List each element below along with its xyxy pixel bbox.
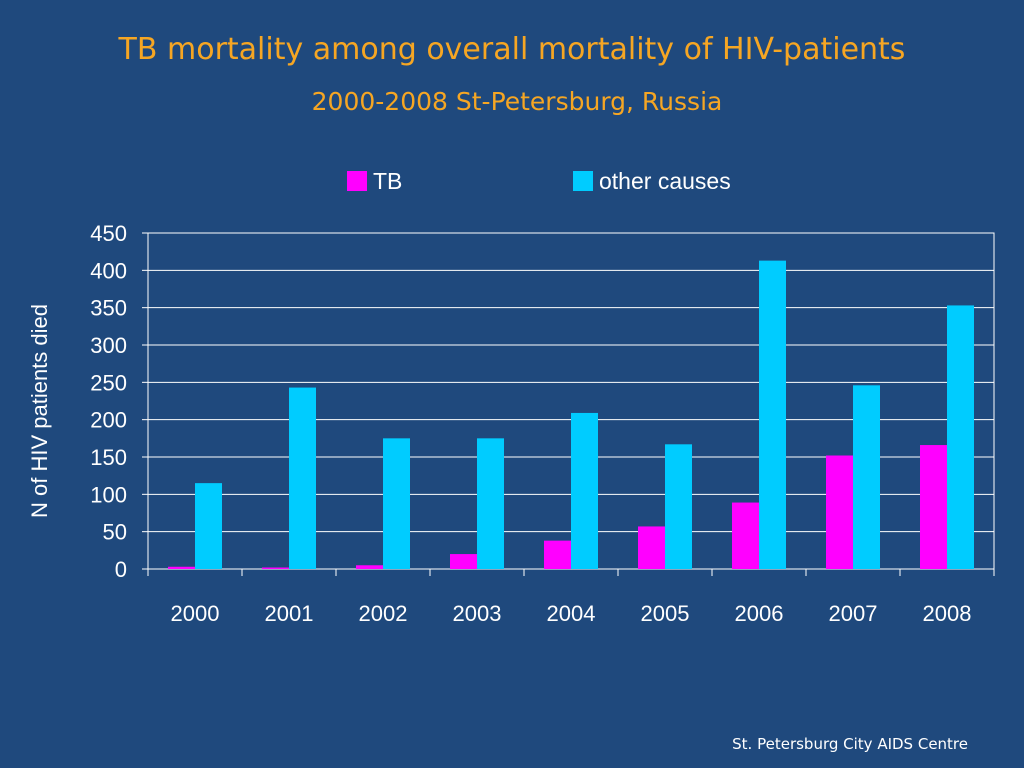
bar-tb-2005 [638, 526, 665, 569]
slide-subtitle: 2000-2008 St-Petersburg, Russia [311, 87, 723, 116]
bar-other-causes-2003 [477, 438, 504, 569]
bar-other-causes-2007 [853, 385, 880, 569]
y-tick-label-350: 350 [90, 296, 127, 321]
bar-other-causes-2005 [665, 444, 692, 569]
legend-label-tb: TB [373, 168, 403, 194]
bar-tb-2003 [450, 554, 477, 569]
x-tick-label-2007: 2007 [829, 601, 878, 626]
legend-swatch-tb [347, 171, 367, 191]
bar-tb-2004 [544, 540, 571, 569]
bar-other-causes-2000 [195, 483, 222, 569]
bar-tb-2002 [356, 565, 383, 569]
bar-tb-2000 [168, 566, 195, 569]
x-tick-label-2000: 2000 [171, 601, 220, 626]
x-tick-label-2002: 2002 [359, 601, 408, 626]
y-tick-label-400: 400 [90, 258, 127, 283]
bar-tb-2006 [732, 502, 759, 569]
x-tick-label-2005: 2005 [641, 601, 690, 626]
x-tick-label-2006: 2006 [735, 601, 784, 626]
bar-other-causes-2002 [383, 438, 410, 569]
bar-other-causes-2008 [947, 305, 974, 569]
bar-tb-2001 [262, 567, 289, 569]
y-tick-label-250: 250 [90, 370, 127, 395]
y-tick-label-0: 0 [115, 557, 127, 582]
x-tick-label-2008: 2008 [923, 601, 972, 626]
x-tick-label-2003: 2003 [453, 601, 502, 626]
y-tick-label-100: 100 [90, 482, 127, 507]
bar-tb-2007 [826, 455, 853, 569]
x-tick-label-2001: 2001 [265, 601, 314, 626]
legend-label-other-causes: other causes [599, 168, 731, 194]
y-tick-label-450: 450 [90, 221, 127, 246]
source-credit: St. Petersburg City AIDS Centre [732, 735, 968, 753]
y-tick-label-50: 50 [103, 520, 127, 545]
y-tick-label-150: 150 [90, 445, 127, 470]
y-tick-label-300: 300 [90, 333, 127, 358]
x-tick-label-2004: 2004 [547, 601, 596, 626]
slide-title: TB mortality among overall mortality of … [118, 32, 906, 67]
bar-other-causes-2001 [289, 387, 316, 569]
chart-legend: TB other causes [0, 166, 1024, 196]
bar-tb-2008 [920, 445, 947, 569]
bar-other-causes-2004 [571, 412, 598, 569]
legend-swatch-other-causes [573, 171, 593, 191]
y-tick-label-200: 200 [90, 408, 127, 433]
bar-other-causes-2006 [759, 260, 786, 569]
